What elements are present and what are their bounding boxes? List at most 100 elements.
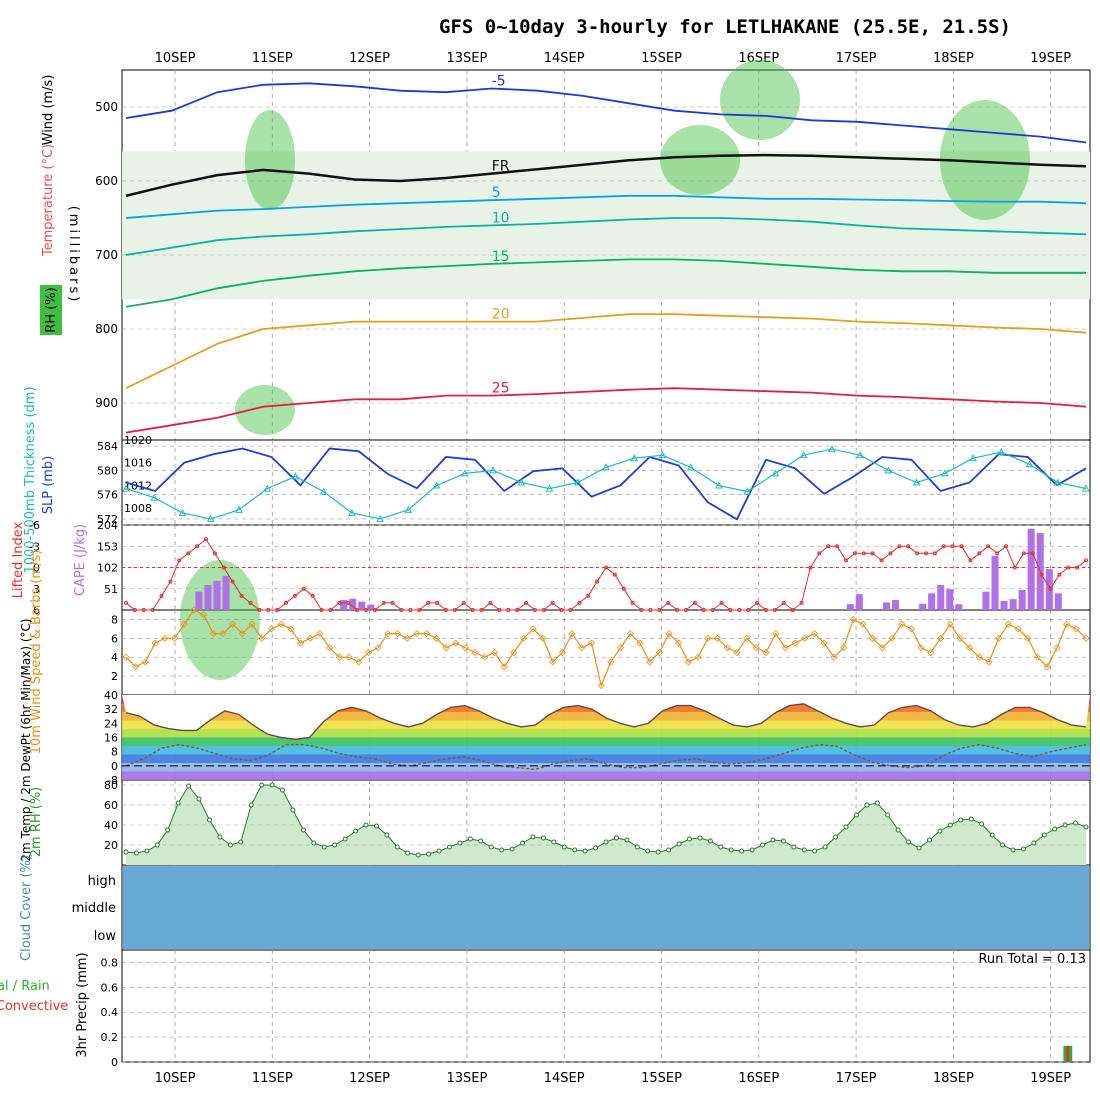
lifted-index-marker: [932, 551, 937, 556]
lifted-index-marker: [204, 537, 208, 542]
rh-tick-label: 40: [104, 819, 118, 832]
rh-marker: [926, 837, 932, 843]
slp-tick-label: 1016: [124, 457, 152, 470]
rh-marker: [655, 849, 661, 855]
panel-frame-precip: [121, 949, 1091, 1063]
lifted-index-marker: [1030, 551, 1035, 556]
cape-tick-label: 51: [104, 583, 118, 596]
rh-marker: [186, 783, 192, 789]
temperature-tick-label: 0: [111, 760, 118, 773]
wind-speed-marker: [403, 634, 411, 642]
lifted-index-marker: [497, 608, 502, 612]
rh-marker: [791, 844, 797, 850]
thickness-marker: [432, 481, 441, 489]
lifted-index-marker: [604, 565, 608, 570]
lifted-index-marker: [506, 608, 511, 612]
rh-marker: [196, 796, 202, 802]
cape-bar: [1009, 599, 1017, 610]
rh-marker: [572, 847, 578, 853]
lifted-index-marker: [381, 600, 386, 605]
temperature-tick-label: 32: [104, 703, 118, 716]
rh-marker: [133, 850, 139, 856]
lifted-index-marker: [728, 608, 733, 612]
wind-speed-marker: [859, 620, 867, 628]
lifted-index-marker: [426, 600, 431, 605]
wind-speed-marker: [238, 630, 246, 638]
wind-speed-marker: [743, 634, 751, 642]
rh-marker: [812, 848, 818, 854]
lifted-index-marker: [444, 608, 448, 612]
lifted-index-marker: [701, 608, 706, 612]
thickness-series-line: [125, 448, 1087, 520]
wind-speed-marker: [752, 644, 760, 652]
rh-marker: [593, 845, 599, 851]
cloud-layer-label: high: [88, 874, 116, 889]
lifted-index-marker: [470, 608, 475, 612]
rh-marker: [770, 837, 776, 843]
wind-speed-marker: [840, 644, 848, 652]
slp-axis-label: SLP (mb): [41, 456, 56, 515]
temperature-color-band: [122, 737, 1090, 746]
rh-marker: [1010, 847, 1016, 853]
thickness-marker: [545, 484, 554, 492]
wind-speed-marker: [413, 630, 421, 638]
lifted-index-marker: [399, 608, 404, 612]
lifted-index-marker: [257, 608, 262, 612]
wind-speed-marker: [830, 653, 838, 661]
lifted-index-tick-label: -6: [29, 519, 40, 532]
cape-bar: [1000, 600, 1008, 610]
wind-speed-marker: [277, 620, 285, 628]
wind-speed-marker: [772, 630, 780, 638]
lifted-index-marker: [861, 551, 866, 556]
thickness-marker: [319, 487, 328, 495]
rh-marker: [123, 849, 129, 855]
wind-speed-marker: [1082, 634, 1090, 642]
rh-marker: [415, 852, 421, 858]
wind-speed-marker: [461, 644, 469, 652]
lifted-index-marker: [612, 572, 617, 577]
lifted-index-marker: [870, 551, 875, 556]
pressure-tick-label: 700: [95, 248, 118, 262]
temperature-tick-label: 16: [104, 732, 118, 745]
date-label-top: 18SEP: [933, 51, 974, 66]
wind-speed-marker: [626, 630, 634, 638]
rh-marker: [833, 834, 839, 840]
lifted-index-marker: [550, 600, 555, 605]
date-label-top: 13SEP: [446, 51, 487, 66]
wind-speed-marker: [801, 634, 809, 642]
wind-speed-marker: [655, 648, 663, 657]
wind-speed-marker: [587, 639, 596, 647]
rh-marker: [1083, 824, 1089, 830]
lifted-index-marker: [239, 593, 244, 598]
thickness-marker: [376, 514, 384, 522]
wind-speed-marker: [694, 653, 702, 661]
thickness-marker: [602, 463, 610, 471]
run-total-label: Run Total = 0.13: [978, 952, 1086, 967]
rh-marker: [697, 835, 703, 841]
wind-tick-label: 8: [111, 613, 118, 626]
wind-speed-marker: [704, 634, 712, 642]
contour-label: 15: [492, 249, 510, 265]
lifted-index-marker: [372, 608, 377, 612]
date-label-bottom: 16SEP: [738, 1071, 779, 1086]
wind-speed-marker: [1014, 625, 1022, 633]
temperature-contour: [125, 153, 1087, 198]
cloud-layer-label: middle: [72, 901, 116, 916]
precip-convective-label: Convective: [0, 999, 68, 1014]
lifted-index-marker: [666, 600, 671, 605]
thickness-marker: [969, 454, 977, 462]
panel-frame-wind: [121, 609, 1091, 696]
lifted-index-marker: [684, 608, 688, 612]
date-label-top: 15SEP: [641, 51, 682, 66]
rh-marker: [405, 850, 411, 856]
wind-speed-marker: [907, 625, 916, 633]
rh-marker: [801, 847, 807, 853]
cape-bar: [213, 580, 221, 610]
rh-legend-swatch: [40, 285, 62, 335]
lifted-index-marker: [319, 608, 324, 612]
wind-tick-label: 4: [111, 651, 118, 664]
date-label-top: 17SEP: [836, 51, 877, 66]
cape-bar: [367, 604, 375, 610]
lifted-index-marker: [452, 608, 457, 612]
temperature-panel-axis-label: 2m Temp / 2m DewPt (6hr Min/Max) (°C): [19, 618, 33, 861]
